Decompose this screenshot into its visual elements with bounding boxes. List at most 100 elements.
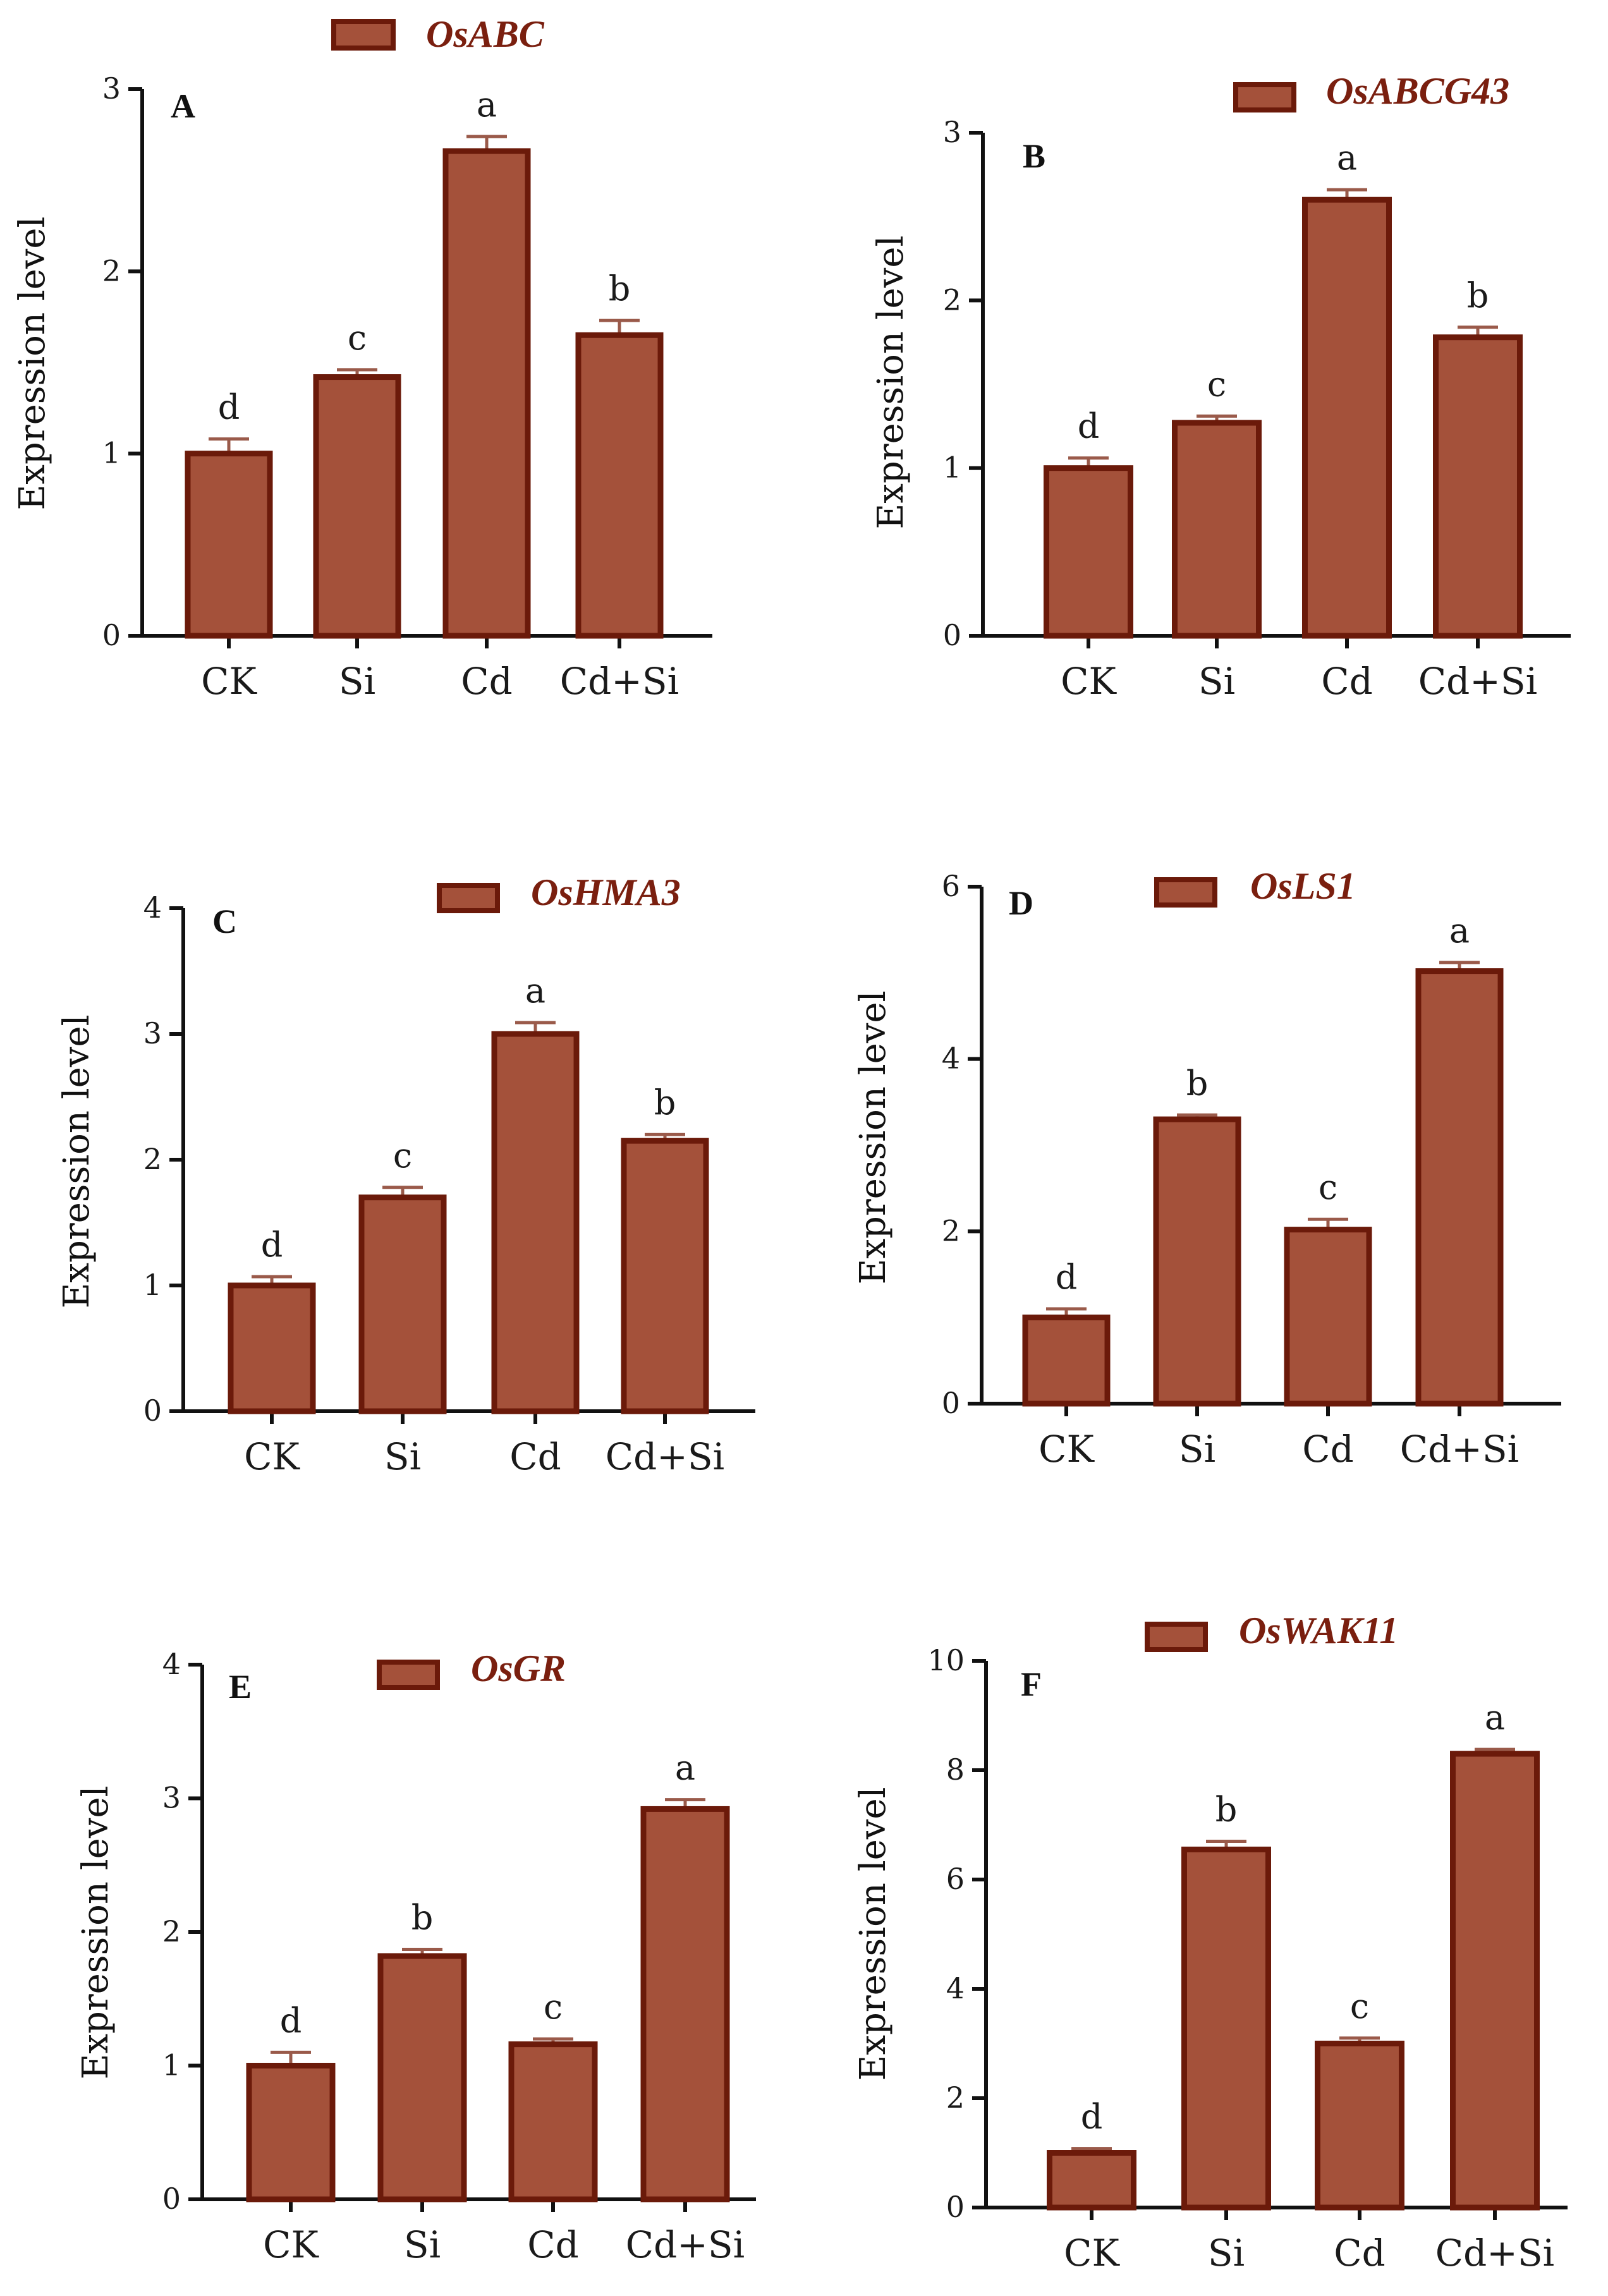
significance-letter: c <box>1207 364 1226 404</box>
panel-letter: E <box>229 1668 252 1706</box>
significance-letter: c <box>1319 1167 1337 1207</box>
legend-label: OsABCG43 <box>1326 70 1509 112</box>
y-axis-label: Expression level <box>75 1786 116 2080</box>
legend-swatch <box>1233 82 1296 112</box>
x-tick-label: CK <box>244 1435 300 1478</box>
x-tick-label: Cd <box>461 660 513 703</box>
y-tick-label: 2 <box>162 1914 181 1948</box>
bar-cd <box>1302 197 1392 639</box>
chart-panel-d: 0 2 4 6 Expression level D OsLS1 d CK b Si c Cd a Cd+S… <box>853 865 1561 1471</box>
x-tick-label: Cd+Si <box>606 1435 724 1478</box>
bar-ck <box>185 451 273 639</box>
y-tick-label: 3 <box>102 71 121 106</box>
significance-letter: b <box>609 269 631 308</box>
significance-letter: d <box>1081 2097 1103 2137</box>
bar-cd-plus-si <box>1433 334 1523 639</box>
chart-panel-f: 0 2 4 6 8 10 Expression level F OsWAK11 d CK b Si c Cd… <box>853 1610 1568 2275</box>
y-tick-label: 2 <box>102 253 121 288</box>
y-tick-label: 4 <box>946 1971 965 2005</box>
bar-cd-plus-si <box>1450 1751 1540 2211</box>
x-tick-label: CK <box>1064 2232 1120 2275</box>
bar-si <box>1172 420 1262 639</box>
panel-letter: B <box>1023 137 1045 175</box>
y-tick-label: 6 <box>946 1862 965 1896</box>
y-tick-label: 2 <box>143 1142 162 1176</box>
x-tick-label: Cd <box>1321 660 1373 703</box>
significance-letter: b <box>1186 1063 1209 1103</box>
x-tick-label: Si <box>1208 2232 1245 2275</box>
y-tick-label: 1 <box>102 436 121 470</box>
x-tick-label: CK <box>1061 660 1117 703</box>
bar-cd <box>1284 1227 1372 1407</box>
bar-ck <box>1047 2150 1136 2211</box>
panel-letter: F <box>1021 1665 1042 1703</box>
x-tick-label: Cd+Si <box>1400 1428 1519 1471</box>
legend-swatch <box>1154 877 1217 908</box>
x-tick-label: Si <box>339 660 375 703</box>
significance-letter: a <box>1449 911 1470 951</box>
y-tick-label: 0 <box>946 2190 965 2224</box>
bar-cd-plus-si <box>575 332 664 639</box>
y-tick-label: 0 <box>942 1386 960 1420</box>
bar-si <box>1181 1846 1271 2211</box>
legend-swatch <box>331 19 396 51</box>
legend-label: OsWAK11 <box>1239 1610 1398 1651</box>
x-tick-label: Si <box>384 1435 421 1478</box>
y-tick-label: 4 <box>942 1042 960 1076</box>
bar-cd-plus-si <box>1415 968 1504 1407</box>
significance-letter: b <box>411 1897 434 1937</box>
y-tick-label: 2 <box>943 282 961 317</box>
legend-swatch <box>1145 1622 1208 1652</box>
y-axis-label: Expression level <box>853 991 894 1285</box>
x-tick-label: Si <box>1179 1428 1215 1471</box>
x-tick-label: Cd+Si <box>560 660 679 703</box>
significance-letter: d <box>261 1225 283 1265</box>
x-tick-label: Cd+Si <box>626 2223 745 2266</box>
y-tick-label: 0 <box>162 2182 181 2216</box>
significance-letter: c <box>393 1136 412 1175</box>
chart-panel-e: 0 1 2 3 4 Expression level E OsGR d CK b Si c Cd a Cd+S… <box>75 1647 756 2266</box>
x-tick-label: CK <box>1038 1428 1095 1471</box>
bar-si <box>377 1953 467 2202</box>
bar-cd <box>491 1031 580 1414</box>
y-tick-label: 4 <box>143 890 162 925</box>
y-tick-label: 4 <box>162 1647 181 1681</box>
y-tick-label: 2 <box>946 2080 965 2115</box>
panel-letter: A <box>171 87 195 125</box>
y-tick-label: 10 <box>927 1643 965 1677</box>
y-tick-label: 2 <box>942 1213 960 1248</box>
significance-letter: c <box>348 318 367 358</box>
bar-si <box>1153 1116 1241 1407</box>
x-tick-label: Cd <box>1334 2232 1386 2275</box>
legend-swatch <box>437 883 500 913</box>
x-tick-label: CK <box>263 2223 319 2266</box>
y-tick-label: 0 <box>943 618 961 652</box>
bar-cd-plus-si <box>621 1138 709 1414</box>
x-tick-label: Cd <box>527 2223 579 2266</box>
x-tick-label: Cd+Si <box>1418 660 1537 703</box>
legend-label: OsLS1 <box>1250 865 1356 907</box>
legend-label: OsABC <box>426 13 545 55</box>
legend-label: OsGR <box>471 1648 566 1689</box>
significance-letter: d <box>1078 406 1100 446</box>
significance-letter: b <box>1215 1789 1238 1829</box>
chart-panel-b: 0 1 2 3 Expression level B OsABCG43 d CK c Si a Cd b C… <box>870 70 1571 703</box>
significance-letter: c <box>1350 1986 1369 2026</box>
y-tick-label: 3 <box>162 1781 181 1815</box>
x-tick-label: Si <box>404 2223 441 2266</box>
significance-letter: b <box>654 1083 676 1122</box>
bar-si <box>358 1194 447 1414</box>
x-tick-label: CK <box>201 660 257 703</box>
y-tick-label: 1 <box>162 2048 181 2082</box>
x-tick-label: Cd <box>509 1435 561 1478</box>
x-tick-label: Cd+Si <box>1435 2232 1554 2275</box>
y-axis-label: Expression level <box>56 1015 97 1309</box>
y-tick-label: 0 <box>143 1394 162 1428</box>
bar-cd <box>1315 2041 1404 2211</box>
bar-cd <box>442 148 531 639</box>
bar-ck <box>1022 1315 1111 1407</box>
bar-cd <box>508 2041 598 2202</box>
panel-letter: D <box>1009 884 1033 922</box>
y-axis-label: Expression level <box>12 217 53 511</box>
